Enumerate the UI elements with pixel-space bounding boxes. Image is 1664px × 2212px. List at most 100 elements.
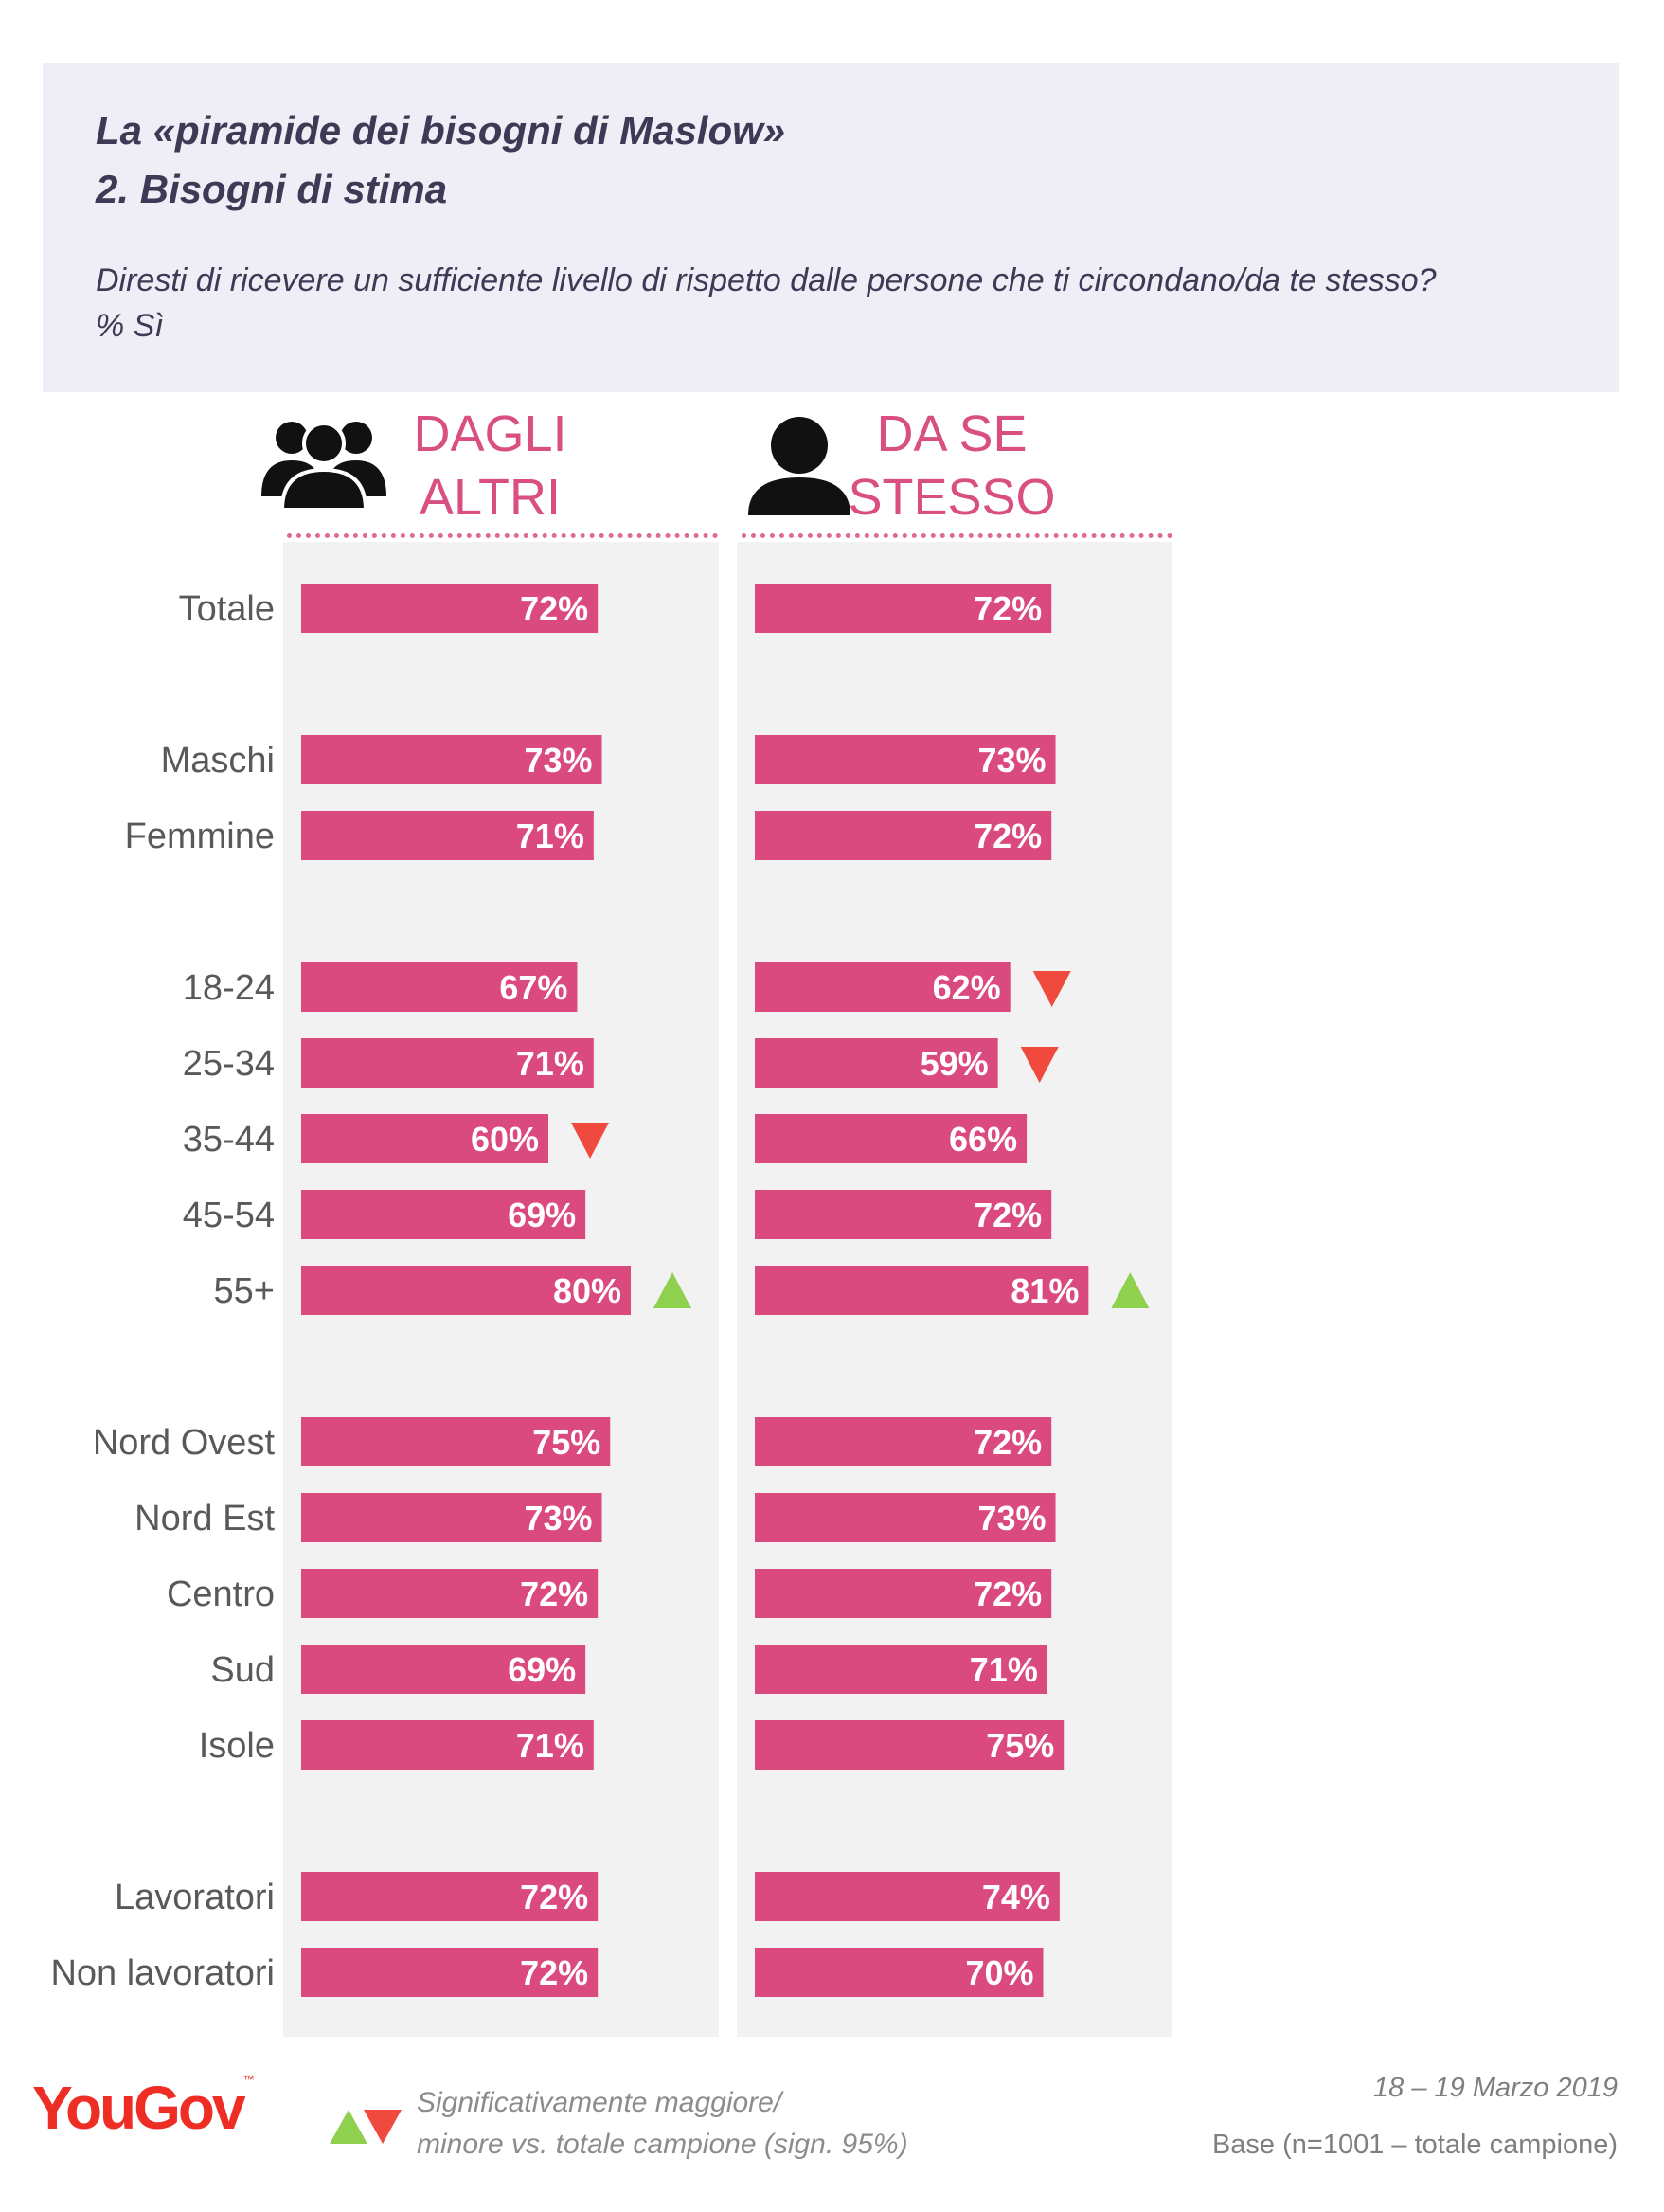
yougov-logo: YouGov™ <box>32 2073 255 2142</box>
category-label: 18-24 <box>183 968 275 1008</box>
survey-date: 18 – 19 Marzo 2019 <box>1373 2073 1618 2103</box>
bar-value-label: 72% <box>974 589 1042 628</box>
bar <box>755 584 1052 633</box>
bar-value-label: 67% <box>499 968 567 1007</box>
category-label: Totale <box>179 589 275 629</box>
bar <box>301 1266 631 1315</box>
bar <box>755 962 1011 1012</box>
legend-text: Significativamente maggiore/ minore vs. … <box>417 2082 908 2166</box>
bar <box>301 584 599 633</box>
bar <box>301 1114 548 1163</box>
category-label: Lavoratori <box>115 1878 275 1917</box>
bar <box>755 1645 1047 1694</box>
column-2-divider <box>742 533 1172 538</box>
column-2-heading: DA SE STESSO <box>833 403 1070 530</box>
bar <box>755 1720 1065 1770</box>
bar <box>301 1720 594 1770</box>
bar <box>755 735 1056 784</box>
bar <box>301 1569 599 1618</box>
bar-value-label: 73% <box>524 741 592 780</box>
bar <box>755 811 1052 860</box>
bar-value-label: 70% <box>965 1953 1033 1992</box>
bar-value-label: 71% <box>516 1726 584 1765</box>
bar-value-label: 62% <box>933 968 1001 1007</box>
legend-line-2: minore vs. totale campione (sign. 95%) <box>417 2129 908 2160</box>
bar-value-label: 73% <box>524 1499 592 1538</box>
header-panel: La «piramide dei bisogni di Maslow» 2. B… <box>43 63 1619 392</box>
bar <box>301 735 602 784</box>
significance-down-icon <box>1032 971 1071 1007</box>
significance-down-icon <box>1020 1047 1059 1083</box>
bar <box>301 1645 586 1694</box>
bar <box>301 962 578 1012</box>
bar-value-label: 72% <box>520 1953 588 1992</box>
category-label: Non lavoratori <box>50 1953 275 1993</box>
bar-value-label: 69% <box>508 1196 576 1234</box>
category-label: Femmine <box>125 817 275 856</box>
bar-value-label: 59% <box>921 1044 989 1083</box>
bar <box>755 1417 1052 1466</box>
significance-up-icon <box>1111 1272 1150 1308</box>
legend-line-1: Significativamente maggiore/ <box>417 2087 782 2118</box>
title-line-2: 2. Bisogni di stima <box>96 167 448 211</box>
question-line-2: % Sì <box>96 308 164 344</box>
bar-value-label: 81% <box>1011 1271 1079 1310</box>
title-line-1: La «piramide dei bisogni di Maslow» <box>96 108 786 153</box>
bar <box>755 1038 998 1088</box>
page-title: La «piramide dei bisogni di Maslow» 2. B… <box>96 101 785 219</box>
bar <box>301 1948 599 1997</box>
category-label: Nord Ovest <box>93 1423 276 1463</box>
category-label: 25-34 <box>183 1044 275 1084</box>
sample-base: Base (n=1001 – totale campione) <box>1211 2130 1618 2160</box>
bar-value-label: 73% <box>977 1499 1046 1538</box>
bar <box>301 1038 594 1088</box>
bar <box>301 1417 611 1466</box>
column-2-heading-line-1: DA SE <box>876 405 1028 462</box>
significance-up-icon <box>653 1272 691 1308</box>
category-label: 35-44 <box>183 1120 275 1160</box>
bar-value-label: 71% <box>516 817 584 855</box>
bar-value-label: 72% <box>520 1878 588 1916</box>
question-line-1: Diresti di ricevere un sufficiente livel… <box>96 262 1437 298</box>
category-label: Isole <box>199 1726 275 1766</box>
bar-value-label: 72% <box>520 1574 588 1613</box>
bar <box>755 1948 1044 1997</box>
bar-value-label: 71% <box>970 1650 1038 1689</box>
bar-value-label: 72% <box>520 589 588 628</box>
column-2-heading-line-2: STESSO <box>848 469 1056 526</box>
bar-value-label: 69% <box>508 1650 576 1689</box>
category-label: 45-54 <box>183 1196 275 1235</box>
significance-down-icon <box>571 1123 609 1159</box>
category-label: Maschi <box>161 741 275 781</box>
bar-value-label: 60% <box>471 1120 539 1159</box>
bar <box>755 1569 1052 1618</box>
category-label: Centro <box>167 1574 275 1614</box>
column-1-heading-line-1: DAGLI <box>413 405 567 462</box>
bar-value-label: 71% <box>516 1044 584 1083</box>
bar-value-label: 72% <box>974 817 1042 855</box>
logo-text: YouGov <box>32 2074 246 2142</box>
bar-value-label: 75% <box>986 1726 1054 1765</box>
bar <box>301 1190 586 1239</box>
person-icon <box>748 417 850 515</box>
column-1-heading-line-2: ALTRI <box>419 469 562 526</box>
bar-value-label: 75% <box>532 1423 600 1462</box>
bar-value-label: 72% <box>974 1423 1042 1462</box>
column-1-divider <box>287 533 718 538</box>
category-label: 55+ <box>214 1271 275 1311</box>
bar-value-label: 74% <box>982 1878 1050 1916</box>
bar <box>301 1493 602 1542</box>
bar-value-label: 80% <box>553 1271 621 1310</box>
bar-value-label: 66% <box>949 1120 1017 1159</box>
question-text: Diresti di ricevere un sufficiente livel… <box>96 258 1437 349</box>
bar <box>755 1266 1089 1315</box>
bar <box>301 1872 599 1921</box>
category-label: Sud <box>210 1650 275 1690</box>
category-label: Nord Est <box>134 1499 275 1538</box>
bar <box>755 1493 1056 1542</box>
bar-value-label: 72% <box>974 1196 1042 1234</box>
bar <box>755 1114 1028 1163</box>
bar <box>301 811 594 860</box>
bar-value-label: 72% <box>974 1574 1042 1613</box>
